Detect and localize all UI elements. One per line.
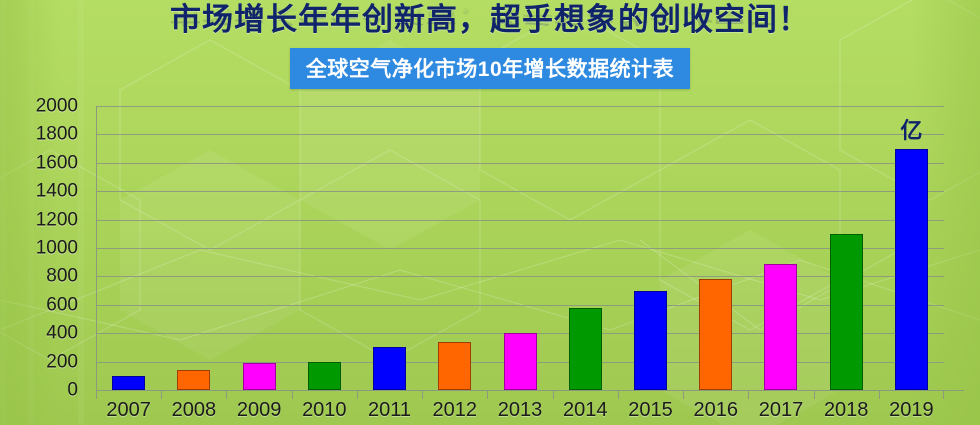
x-axis-tick: [617, 390, 683, 400]
bar-slot[interactable]: [814, 106, 879, 390]
x-axis-tick-label: 2015: [628, 399, 673, 421]
x-axis-tick-label: 2009: [236, 399, 282, 421]
x-axis-tick: [422, 390, 487, 400]
x-axis-tick-label: 2012: [432, 399, 478, 421]
y-axis-tick-labels: 0 200 400 600 800 1000 1200 1400 1600 1800 2000: [0, 92, 78, 400]
x-axis-tick-label: 2013: [497, 399, 543, 421]
banner-wrapper: 全球空气净化市场10年增长数据统计表: [0, 48, 980, 89]
y-axis-tick-label: 600: [46, 294, 78, 316]
bar-2009[interactable]: [242, 363, 276, 390]
background-left-edge: [0, 0, 60, 425]
gridline: [96, 276, 944, 278]
x-axis-tick: [96, 390, 161, 400]
y-axis-tick-label: 1200: [35, 209, 78, 231]
x-axis-tick-label: 2018: [823, 399, 869, 421]
x-axis-tick-label: 2008: [171, 399, 217, 421]
bar-slot[interactable]: [748, 106, 813, 390]
x-axis-tick: [683, 390, 748, 400]
x-axis-tick-label: 2017: [758, 399, 804, 421]
gridline: [96, 106, 944, 107]
y-axis-tick-label: 1600: [35, 152, 78, 174]
unit-annotation: 亿: [900, 117, 923, 143]
bar-slot[interactable]: [618, 106, 683, 390]
bar-slot[interactable]: [357, 106, 422, 390]
x-axis-tick: [356, 390, 422, 400]
x-axis-line: [96, 390, 964, 391]
y-axis-tick-label: 400: [46, 322, 78, 344]
bar-2012[interactable]: [438, 341, 472, 390]
x-axis-tick: [161, 390, 226, 400]
poster-header: 市场增长年年创新高，超乎想象的创收空间！ 市场增长年年创新高，超乎想象的创收空间…: [0, 0, 980, 92]
gridline: [96, 304, 944, 306]
gridline: [96, 134, 944, 136]
x-axis-tick: [748, 390, 813, 400]
bar-2014[interactable]: [568, 307, 602, 390]
x-axis-tick: [291, 390, 357, 400]
y-axis-tick-label: 0: [67, 379, 78, 401]
bar-2010[interactable]: [307, 361, 341, 390]
bar-slot[interactable]: [487, 106, 552, 390]
x-axis-ticks: [96, 390, 944, 400]
x-axis-tick-label: 2014: [563, 399, 608, 421]
x-axis-tick-label: 2019: [889, 399, 934, 421]
bar-series: 亿: [96, 106, 944, 390]
bar-2008[interactable]: [177, 370, 211, 390]
y-axis-tick-label: 1800: [35, 123, 78, 145]
chart-subtitle-banner: 全球空气净化市场10年增长数据统计表: [289, 48, 691, 89]
bar-2007[interactable]: [112, 375, 146, 390]
gridline: [96, 162, 944, 164]
y-axis-tick-label: 1400: [35, 180, 78, 202]
x-axis-tick: [226, 390, 291, 400]
bar-2015[interactable]: [633, 290, 667, 390]
y-axis-tick-label: 800: [46, 265, 78, 287]
x-axis-tick-label: 2010: [302, 399, 347, 421]
x-axis-tick: [813, 390, 879, 400]
y-axis-tick-label: 2000: [35, 95, 78, 117]
gridline: [96, 191, 944, 193]
x-axis-tick-end: [943, 390, 944, 399]
bar-2016[interactable]: [699, 279, 733, 390]
bar-2013[interactable]: [503, 333, 537, 390]
bar-slot[interactable]: [96, 106, 161, 390]
x-axis-tick-label: 2016: [693, 399, 738, 421]
y-axis-tick-label: 1000: [35, 237, 78, 259]
x-axis-tick-label: 2007: [106, 399, 151, 421]
gridline: [96, 248, 944, 249]
x-axis-tick: [487, 390, 552, 400]
page-title: 市场增长年年创新高，超乎想象的创收空间！: [170, 2, 810, 37]
x-axis-tick-labels: 2007 2008 2009 2010 2011 2012 2013 2014 2015 2016…: [96, 399, 944, 425]
bar-slot[interactable]: [161, 106, 226, 390]
bar-2018[interactable]: [829, 233, 863, 390]
y-axis-tick-label: 200: [46, 351, 78, 373]
bar-2011[interactable]: [373, 347, 407, 390]
gridline: [96, 219, 944, 221]
chart-plot-area: 0 200 400 600 800 1000 1200 1400 1600 1800 2000 亿 …: [0, 92, 980, 425]
bar-slot[interactable]: [422, 106, 487, 390]
bar-2017[interactable]: [764, 263, 798, 390]
bar-2019[interactable]: [894, 148, 928, 390]
bar-slot[interactable]: 亿: [879, 106, 944, 390]
x-axis-tick: [552, 390, 618, 400]
bar-slot[interactable]: [292, 106, 357, 390]
bar-slot[interactable]: [553, 106, 618, 390]
bar-slot[interactable]: [226, 106, 291, 390]
bar-slot[interactable]: [683, 106, 748, 390]
x-axis-tick: [878, 390, 944, 400]
x-axis-tick-label: 2011: [368, 399, 412, 421]
